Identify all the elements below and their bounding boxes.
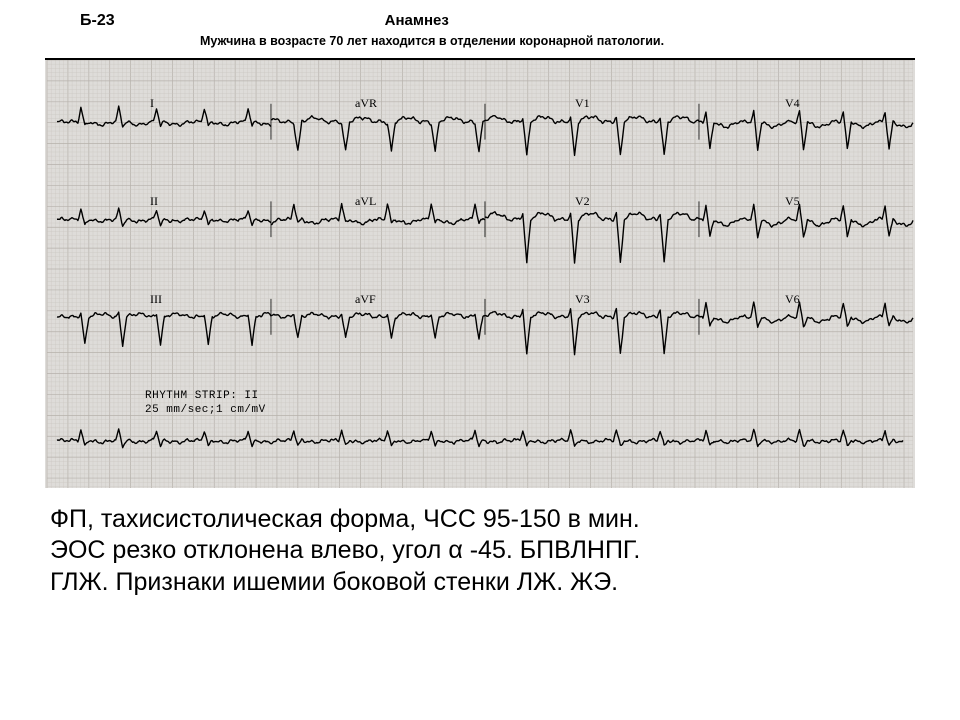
- interpretation-block: ФП, тахисистолическая форма, ЧСС 95-150 …: [40, 504, 920, 598]
- lead-label: V6: [785, 292, 800, 307]
- header-title: Анамнез: [385, 12, 449, 29]
- case-id: Б-23: [80, 12, 115, 30]
- header-row: Б-23 Анамнез: [40, 12, 920, 30]
- lead-label: II: [150, 194, 158, 209]
- header-subtitle: Мужчина в возрасте 70 лет находится в от…: [200, 34, 920, 48]
- lead-label: V2: [575, 194, 590, 209]
- page: Б-23 Анамнез Мужчина в возрасте 70 лет н…: [0, 0, 960, 720]
- ecg-panel: IaVR V1 V4 II aVL V2 V5 III aVF V3 V6 RHYTHM STRIP:…: [45, 58, 915, 488]
- lead-label: V5: [785, 194, 800, 209]
- lead-label: V3: [575, 292, 590, 307]
- lead-label: III: [150, 292, 162, 307]
- rhythm-strip-label: 25 mm/sec;1 cm/mV: [145, 404, 266, 416]
- lead-label: aVF: [355, 292, 376, 307]
- lead-label: V1: [575, 96, 590, 111]
- lead-label: aVL: [355, 194, 376, 209]
- lead-label: I: [150, 96, 154, 111]
- interp-line-2: ЭОС резко отклонена влево, угол α -45. Б…: [50, 535, 910, 566]
- interp-line-1: ФП, тахисистолическая форма, ЧСС 95-150 …: [50, 504, 910, 535]
- rhythm-strip-label: RHYTHM STRIP: II: [145, 390, 259, 402]
- lead-label: aVR: [355, 96, 377, 111]
- lead-label: V4: [785, 96, 800, 111]
- ecg-svg: [45, 60, 915, 488]
- interp-line-3: ГЛЖ. Признаки ишемии боковой стенки ЛЖ. …: [50, 567, 910, 598]
